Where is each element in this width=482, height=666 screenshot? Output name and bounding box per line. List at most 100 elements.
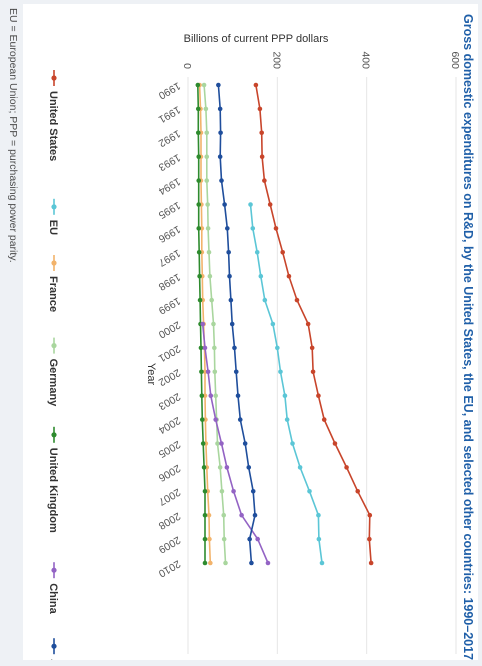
data-point <box>204 130 210 136</box>
data-point <box>195 82 201 88</box>
line-chart: 0 200 400 600 19901991199219931994199519961… <box>47 33 461 660</box>
data-point <box>212 369 218 375</box>
data-point <box>208 393 214 399</box>
data-point <box>368 560 374 566</box>
data-point <box>213 393 218 399</box>
data-point <box>259 130 264 136</box>
y-axis-ticks: 0 200 400 600 <box>181 51 461 69</box>
x-tick-label: 1998 <box>156 271 182 293</box>
legend-label: China <box>47 583 59 614</box>
data-point <box>205 369 211 375</box>
data-point <box>199 369 204 375</box>
legend: United States EU France Germany United Kingd… <box>47 70 59 660</box>
data-point <box>205 226 211 231</box>
data-point <box>257 106 263 112</box>
data-point <box>246 465 252 470</box>
data-point <box>195 130 201 136</box>
legend-swatch-marker <box>51 75 57 81</box>
data-point <box>258 273 264 279</box>
data-point <box>270 321 276 327</box>
x-tick-label: 2005 <box>156 438 182 460</box>
data-point <box>199 417 205 422</box>
data-point <box>253 82 259 88</box>
data-point <box>203 106 209 112</box>
data-point <box>196 178 202 183</box>
data-point <box>237 417 243 422</box>
data-point <box>204 178 210 183</box>
x-tick-label: 2002 <box>156 366 182 388</box>
y-axis-title: Billions of current PPP dollars <box>184 33 329 45</box>
data-point <box>198 345 204 351</box>
data-point <box>262 297 268 303</box>
legend-swatch-marker <box>51 567 57 573</box>
data-point <box>217 154 223 159</box>
series-lines <box>195 82 374 566</box>
data-point <box>235 393 241 399</box>
data-point <box>200 321 206 327</box>
data-point <box>278 369 283 375</box>
x-tick-label: 2007 <box>156 486 182 508</box>
footnote: EU = European Union; PPP = purchasing po… <box>7 8 19 263</box>
data-point <box>231 489 236 494</box>
data-point <box>265 560 271 566</box>
data-point <box>286 273 292 279</box>
data-point <box>196 226 202 231</box>
data-point <box>224 465 230 470</box>
data-point <box>215 441 220 446</box>
y-tick-label: 200 <box>270 51 282 69</box>
data-point <box>273 226 279 231</box>
x-tick-label: 1997 <box>156 247 182 269</box>
x-tick-label: 2004 <box>156 414 182 436</box>
data-point <box>321 417 327 422</box>
x-tick-label: 2000 <box>156 318 182 340</box>
data-point <box>217 106 223 112</box>
legend-label: United States <box>47 91 59 161</box>
legend-item: Germany <box>47 337 59 407</box>
data-point <box>201 465 207 470</box>
data-point <box>196 154 202 159</box>
data-point <box>219 178 224 183</box>
data-point <box>275 345 280 351</box>
y-tick-label: 600 <box>449 51 461 69</box>
legend-swatch-marker <box>51 343 57 349</box>
y-tick-label: 0 <box>181 63 193 69</box>
data-point <box>196 250 202 255</box>
series-japan <box>216 82 258 566</box>
x-tick-label: 1996 <box>156 223 182 245</box>
data-point <box>262 178 267 183</box>
data-point <box>297 465 303 470</box>
data-point <box>206 250 212 255</box>
data-point <box>344 465 349 470</box>
data-point <box>367 512 373 518</box>
data-point <box>249 560 254 566</box>
data-point <box>247 536 252 542</box>
data-point <box>217 465 223 470</box>
data-point <box>280 250 285 255</box>
chart-card: Gross domestic expenditures on R&D, by t… <box>23 4 478 660</box>
data-point <box>202 560 208 566</box>
data-point <box>218 130 223 136</box>
series-line <box>249 204 323 564</box>
data-point <box>197 297 203 303</box>
legend-swatch-marker <box>51 432 57 438</box>
data-point <box>216 82 221 88</box>
data-point <box>255 536 260 542</box>
data-point <box>227 273 232 279</box>
legend-item: United States <box>47 70 59 161</box>
data-point <box>355 489 361 494</box>
gridlines <box>187 77 457 654</box>
data-point <box>250 226 256 231</box>
series-china <box>200 321 271 566</box>
legend-label: France <box>47 276 59 312</box>
data-point <box>316 536 322 542</box>
data-point <box>229 321 235 327</box>
legend-item: EU <box>47 198 59 235</box>
legend-item: Japan <box>47 638 59 660</box>
data-point <box>202 512 208 518</box>
data-point <box>221 536 227 542</box>
x-tick-label: 2010 <box>156 557 182 579</box>
data-point <box>305 321 311 327</box>
data-point <box>201 82 207 88</box>
x-axis-title: Year <box>145 363 157 386</box>
x-tick-label: 1992 <box>156 127 182 149</box>
